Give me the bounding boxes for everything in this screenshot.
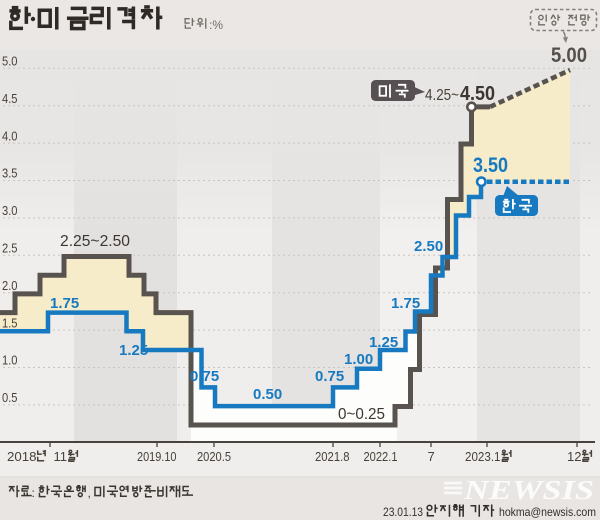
svg-text:hokma@newsis.com: hokma@newsis.com <box>499 505 596 519</box>
svg-text:5.0: 5.0 <box>2 54 18 69</box>
svg-text:3.50: 3.50 <box>473 154 508 177</box>
svg-text:2019.10: 2019.10 <box>137 449 177 464</box>
svg-text:1.00: 1.00 <box>344 351 373 368</box>
svg-text:23.01.13: 23.01.13 <box>383 505 423 519</box>
svg-text:0.5: 0.5 <box>2 390 18 405</box>
svg-text:2023.1: 2023.1 <box>465 449 501 464</box>
svg-text:1.75: 1.75 <box>50 295 79 312</box>
svg-text:2021.8: 2021.8 <box>315 449 350 464</box>
svg-text::%: :% <box>209 18 223 32</box>
svg-text:4.50: 4.50 <box>460 83 495 105</box>
svg-text:NEWSIS: NEWSIS <box>463 475 594 505</box>
svg-text:4.5: 4.5 <box>2 91 18 106</box>
svg-text:4.25~: 4.25~ <box>425 87 459 104</box>
svg-text:0.75: 0.75 <box>190 368 219 385</box>
svg-text:2.25~2.50: 2.25~2.50 <box>60 233 130 250</box>
svg-text:2018: 2018 <box>7 449 37 464</box>
svg-text:1.0: 1.0 <box>2 353 18 368</box>
svg-text::: : <box>32 486 35 500</box>
svg-text:0~0.25: 0~0.25 <box>338 406 385 423</box>
svg-text:3.5: 3.5 <box>2 166 18 181</box>
svg-text:1.25: 1.25 <box>369 334 398 351</box>
svg-text:7: 7 <box>428 449 435 464</box>
svg-text:2020.5: 2020.5 <box>197 449 231 464</box>
svg-text:4.0: 4.0 <box>2 128 18 143</box>
svg-text:1.75: 1.75 <box>391 295 420 312</box>
svg-text:0.75: 0.75 <box>315 368 344 385</box>
svg-text:2.5: 2.5 <box>2 241 18 256</box>
svg-text:12: 12 <box>567 449 581 464</box>
svg-text:1.5: 1.5 <box>2 315 18 330</box>
svg-text:2.50: 2.50 <box>414 238 443 255</box>
svg-text:1.25: 1.25 <box>119 342 148 359</box>
svg-text:2022.1: 2022.1 <box>364 449 398 464</box>
svg-text:3.0: 3.0 <box>2 203 18 218</box>
svg-text:11: 11 <box>54 449 68 464</box>
svg-text:2.0: 2.0 <box>2 278 18 293</box>
svg-text:,: , <box>88 486 91 500</box>
svg-text:0.50: 0.50 <box>253 386 282 403</box>
svg-text:5.00: 5.00 <box>551 44 587 67</box>
